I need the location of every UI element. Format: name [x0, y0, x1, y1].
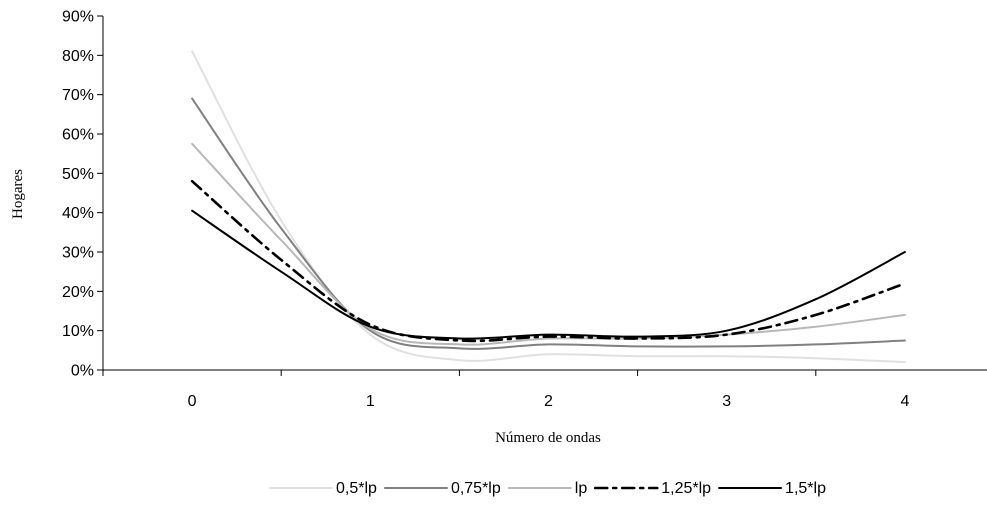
y-tick-label: 70% [62, 87, 94, 104]
legend: 0,5*lp 0,75*lp lp 1,25*lp 1,5*lp [269, 480, 826, 497]
y-axis-title: Hogares [10, 169, 26, 219]
y-axis: 0% 10% 20% 30% 40% 50% 60% 70% 80% 90% [62, 9, 104, 380]
legend-label: 1,25*lp [661, 480, 711, 497]
x-tick-label: 3 [722, 393, 731, 410]
y-tick-label: 10% [62, 323, 94, 340]
series-line-4 [190, 179, 907, 343]
legend-label: lp [575, 480, 588, 497]
x-tick-label: 2 [544, 393, 553, 410]
x-tick-label: 1 [366, 393, 375, 410]
series-line-1 [191, 50, 906, 364]
y-tick-label: 80% [62, 48, 94, 65]
series-layer [190, 50, 907, 364]
legend-label: 1,5*lp [785, 480, 826, 497]
y-tick-label: 20% [62, 284, 94, 301]
y-tick-label: 40% [62, 205, 94, 222]
y-tick-label: 0% [71, 363, 94, 380]
x-tick-label: 0 [188, 393, 197, 410]
series-line-5 [191, 209, 906, 340]
x-axis: 0 1 2 3 4 [102, 369, 987, 410]
x-tick-label: 4 [900, 393, 909, 410]
y-tick-label: 30% [62, 245, 94, 262]
y-tick-label: 50% [62, 166, 94, 183]
series-line-2 [191, 97, 906, 350]
legend-label: 0,5*lp [336, 480, 377, 497]
series-line-3 [191, 142, 906, 346]
y-tick-label: 60% [62, 127, 94, 144]
y-tick-label: 90% [62, 9, 94, 26]
legend-label: 0,75*lp [451, 480, 501, 497]
x-axis-title: Número de ondas [495, 430, 601, 446]
